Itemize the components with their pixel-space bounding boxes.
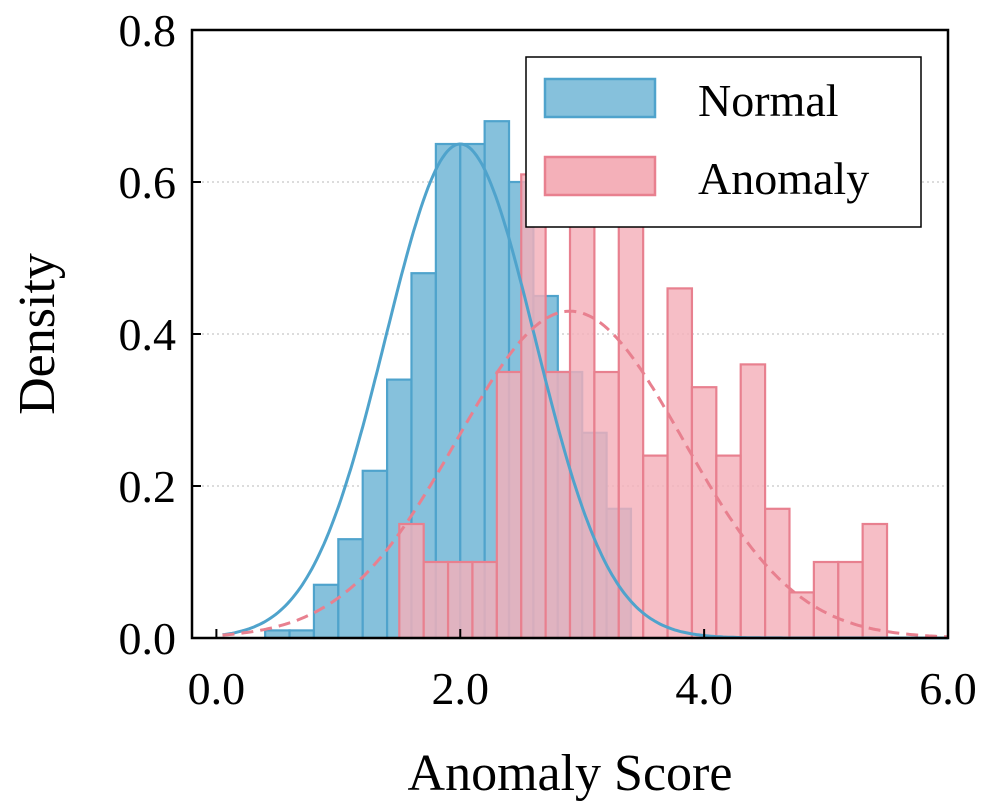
kde-curve-anomaly [222,309,949,639]
bar-anomaly-8 [593,370,620,640]
bar-anomaly-3 [471,560,498,640]
bar-anomaly-12 [690,386,718,640]
bar-anomaly-6 [544,370,572,640]
bar-normal-4 [361,469,389,640]
y-axis-title: Density [9,253,66,415]
bar-anomaly-1 [422,560,450,640]
bar-anomaly-7 [568,173,596,640]
legend: Normal Anomaly [525,56,922,228]
legend-label-normal: Normal [698,75,839,126]
x-tick-label-1: 2.0 [432,663,490,714]
bar-anomaly-19 [861,522,889,640]
y-tick-label-0: 0.0 [119,613,177,664]
x-axis-title: Anomaly Score [408,745,733,802]
bar-anomaly-5 [520,173,547,640]
legend-swatch-normal [543,77,657,119]
bar-anomaly-0 [398,522,425,640]
bar-anomaly-13 [715,454,742,640]
legend-label-anomaly: Anomaly [698,153,869,204]
bar-anomaly-17 [812,560,840,640]
bar-anomaly-14 [739,363,767,640]
x-tick-label-0: 0.0 [188,663,246,714]
bar-anomaly-2 [446,560,474,640]
y-tick-label-2: 0.4 [119,309,177,360]
bar-anomaly-10 [642,454,669,640]
axis-ticks: 0.0 2.0 4.0 6.0 0.0 0.2 0.4 0.6 0.8 [119,5,977,714]
bar-anomaly-4 [495,370,523,640]
y-tick-label-1: 0.2 [119,461,177,512]
y-tick-label-3: 0.6 [119,157,177,208]
bar-anomaly-11 [666,287,694,640]
bar-anomaly-15 [763,507,791,640]
x-tick-label-3: 6.0 [919,663,977,714]
x-tick-label-2: 4.0 [675,663,733,714]
y-tick-label-4: 0.8 [119,5,177,56]
legend-swatch-anomaly [543,155,657,197]
